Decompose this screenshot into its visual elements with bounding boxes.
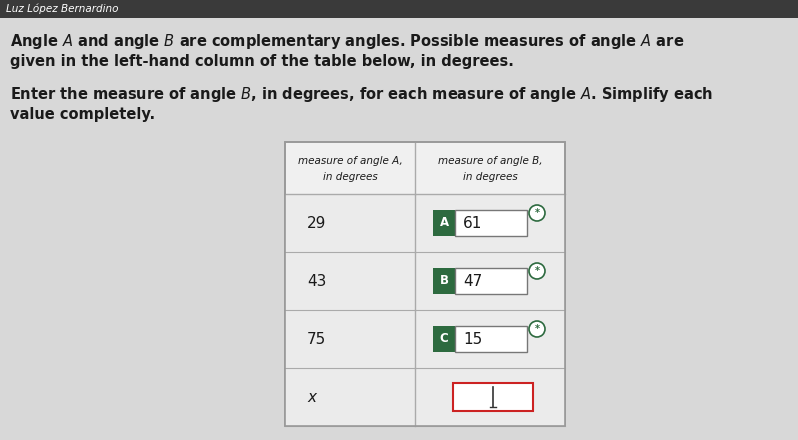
- Bar: [455, 210, 527, 236]
- Bar: [285, 310, 565, 368]
- Text: 75: 75: [307, 331, 326, 346]
- Bar: [433, 326, 455, 352]
- Circle shape: [529, 263, 545, 279]
- Text: in degrees: in degrees: [322, 172, 377, 182]
- Text: *: *: [535, 208, 539, 218]
- Text: measure of angle A,: measure of angle A,: [298, 156, 402, 166]
- Bar: [455, 326, 527, 352]
- Text: value completely.: value completely.: [10, 107, 155, 122]
- Text: *: *: [535, 324, 539, 334]
- Text: given in the left-hand column of the table below, in degrees.: given in the left-hand column of the tab…: [10, 54, 514, 69]
- Bar: [285, 142, 565, 426]
- Bar: [0, 0, 798, 18]
- Text: in degrees: in degrees: [463, 172, 517, 182]
- Text: 43: 43: [307, 274, 326, 289]
- Text: 61: 61: [463, 216, 482, 231]
- Bar: [285, 194, 565, 252]
- Text: 15: 15: [463, 331, 482, 346]
- Circle shape: [529, 205, 545, 221]
- Bar: [455, 268, 527, 294]
- Text: C: C: [440, 333, 448, 345]
- Text: A: A: [440, 216, 448, 230]
- Bar: [453, 383, 533, 411]
- Bar: [433, 268, 455, 294]
- Bar: [285, 368, 565, 426]
- Text: *: *: [535, 266, 539, 276]
- Text: Enter the measure of angle $B$, in degrees, for each measure of angle $A$. Simpl: Enter the measure of angle $B$, in degre…: [10, 85, 713, 104]
- Text: x: x: [307, 389, 316, 404]
- Text: 47: 47: [463, 274, 482, 289]
- Bar: [433, 210, 455, 236]
- Text: measure of angle B,: measure of angle B,: [438, 156, 543, 166]
- Text: Angle $A$ and angle $B$ are complementary angles. Possible measures of angle $A$: Angle $A$ and angle $B$ are complementar…: [10, 32, 684, 51]
- Circle shape: [529, 321, 545, 337]
- Text: B: B: [440, 275, 448, 287]
- Text: Luz López Bernardino: Luz López Bernardino: [6, 4, 118, 14]
- Text: 29: 29: [307, 216, 326, 231]
- Bar: [285, 142, 565, 426]
- Bar: [285, 252, 565, 310]
